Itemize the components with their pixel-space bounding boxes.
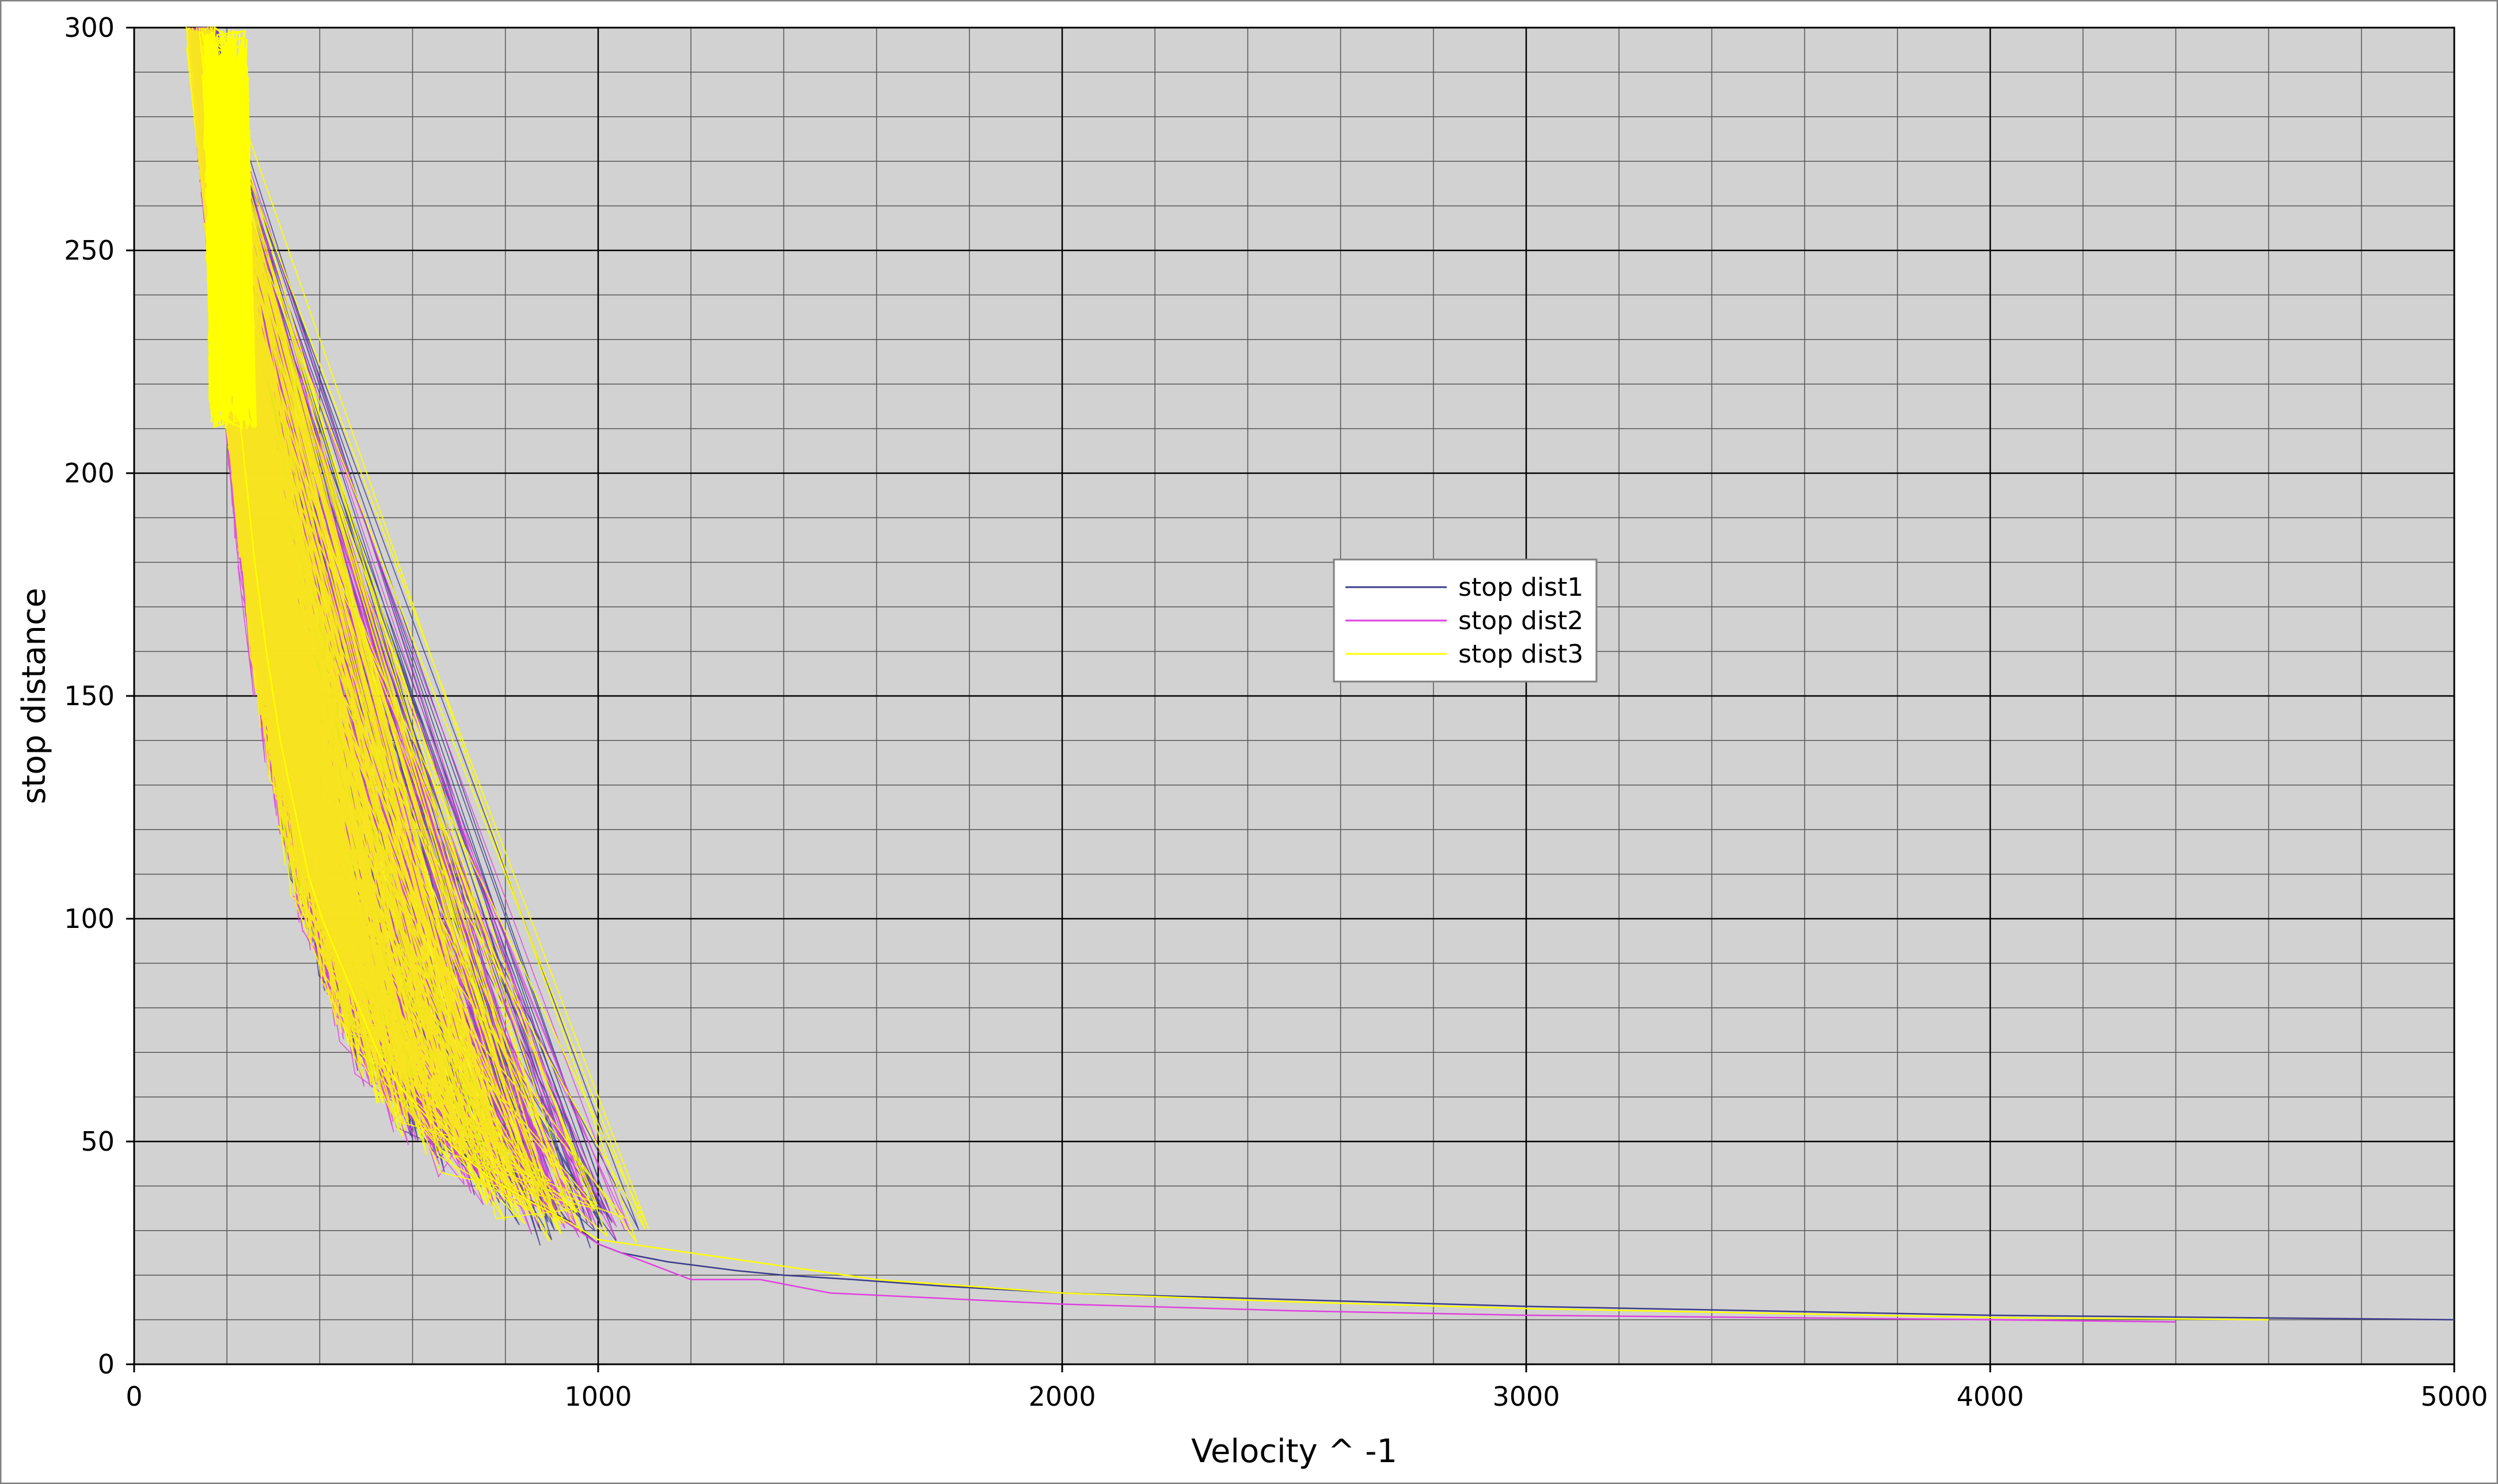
y-tick-label: 150 xyxy=(64,680,115,711)
series-line-3 xyxy=(198,27,2269,1321)
y-tick-label: 300 xyxy=(64,12,115,43)
y-tick-label: 50 xyxy=(81,1126,115,1157)
x-axis-title: Velocity ^ -1 xyxy=(1191,1433,1397,1470)
x-axis-ticks: 0 1000 2000 3000 4000 5000 xyxy=(126,1364,2488,1412)
y-tick-label: 200 xyxy=(64,458,115,489)
legend-items: stop dist1 stop dist2 stop dist3 xyxy=(1345,573,1583,669)
x-tick-label: 2000 xyxy=(1028,1381,1096,1412)
y-axis-title: stop distance xyxy=(16,588,53,804)
legend-label-3: stop dist3 xyxy=(1458,640,1583,669)
legend-label-1: stop dist1 xyxy=(1458,573,1583,602)
y-tick-label: 250 xyxy=(64,235,115,266)
legend: stop dist1 stop dist2 stop dist3 xyxy=(1333,558,1598,683)
x-tick-label: 5000 xyxy=(2420,1381,2488,1412)
y-tick-label: 100 xyxy=(64,903,115,934)
legend-label-2: stop dist2 xyxy=(1458,606,1583,636)
series-layer xyxy=(185,25,2455,1323)
y-tick-label: 0 xyxy=(98,1349,115,1380)
x-tick-label: 4000 xyxy=(1956,1381,2024,1412)
x-tick-label: 3000 xyxy=(1492,1381,1560,1412)
series-3-top-lines xyxy=(201,26,257,429)
series-3-top-band xyxy=(201,26,257,429)
y-axis-ticks: 0 50 100 150 200 250 300 xyxy=(64,12,134,1380)
x-tick-label: 1000 xyxy=(564,1381,632,1412)
x-tick-label: 0 xyxy=(126,1381,142,1412)
